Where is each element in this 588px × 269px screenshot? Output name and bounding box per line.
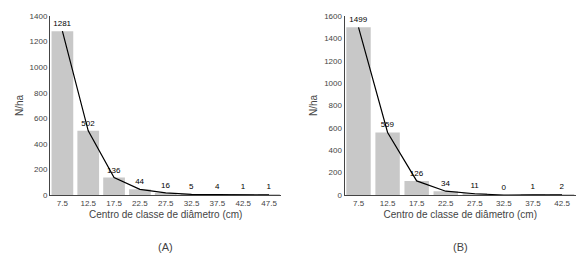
svg-text:44: 44 bbox=[135, 177, 144, 186]
svg-text:502: 502 bbox=[81, 119, 95, 128]
svg-text:400: 400 bbox=[34, 140, 48, 149]
svg-text:200: 200 bbox=[34, 165, 48, 174]
svg-text:1200: 1200 bbox=[324, 57, 342, 66]
svg-text:12.5: 12.5 bbox=[380, 199, 396, 208]
svg-text:800: 800 bbox=[34, 89, 48, 98]
svg-text:1281: 1281 bbox=[53, 19, 71, 28]
svg-text:7.5: 7.5 bbox=[353, 199, 365, 208]
svg-text:400: 400 bbox=[329, 146, 343, 155]
svg-text:27.5: 27.5 bbox=[467, 199, 483, 208]
svg-text:600: 600 bbox=[34, 114, 48, 123]
svg-text:2: 2 bbox=[560, 182, 565, 191]
svg-text:600: 600 bbox=[329, 124, 343, 133]
svg-text:1: 1 bbox=[241, 182, 246, 191]
svg-text:42.5: 42.5 bbox=[554, 199, 570, 208]
svg-text:1499: 1499 bbox=[349, 15, 367, 24]
svg-text:(A): (A) bbox=[158, 241, 173, 253]
svg-text:1600: 1600 bbox=[324, 12, 342, 21]
svg-text:27.5: 27.5 bbox=[158, 199, 174, 208]
svg-text:4: 4 bbox=[215, 182, 220, 191]
svg-text:37.5: 37.5 bbox=[525, 199, 541, 208]
svg-text:32.5: 32.5 bbox=[496, 199, 512, 208]
svg-text:1400: 1400 bbox=[324, 34, 342, 43]
svg-text:16: 16 bbox=[161, 181, 170, 190]
svg-text:12.5: 12.5 bbox=[80, 199, 96, 208]
svg-text:42.5: 42.5 bbox=[235, 199, 251, 208]
svg-text:22.5: 22.5 bbox=[438, 199, 454, 208]
svg-text:559: 559 bbox=[381, 120, 395, 129]
svg-text:47.5: 47.5 bbox=[261, 199, 277, 208]
svg-text:5: 5 bbox=[189, 182, 194, 191]
svg-text:0: 0 bbox=[501, 183, 506, 192]
svg-text:0: 0 bbox=[338, 191, 343, 200]
svg-text:7.5: 7.5 bbox=[57, 199, 69, 208]
svg-text:200: 200 bbox=[329, 168, 343, 177]
svg-text:17.5: 17.5 bbox=[106, 199, 122, 208]
svg-text:11: 11 bbox=[470, 181, 479, 190]
svg-text:37.5: 37.5 bbox=[210, 199, 226, 208]
svg-text:1: 1 bbox=[267, 182, 272, 191]
svg-text:136: 136 bbox=[107, 166, 121, 175]
svg-text:0: 0 bbox=[43, 191, 48, 200]
svg-text:1000: 1000 bbox=[324, 79, 342, 88]
svg-text:1400: 1400 bbox=[30, 12, 48, 21]
svg-text:17.5: 17.5 bbox=[409, 199, 425, 208]
svg-text:1: 1 bbox=[530, 182, 535, 191]
svg-text:126: 126 bbox=[410, 169, 424, 178]
svg-text:Centro de classe de diâmetro (: Centro de classe de diâmetro (cm) bbox=[384, 209, 537, 220]
svg-text:1000: 1000 bbox=[30, 63, 48, 72]
svg-text:1200: 1200 bbox=[30, 37, 48, 46]
svg-text:(B): (B) bbox=[453, 241, 468, 253]
svg-text:N/ha: N/ha bbox=[14, 95, 25, 117]
svg-text:22.5: 22.5 bbox=[132, 199, 148, 208]
svg-text:34: 34 bbox=[441, 179, 450, 188]
svg-text:N/ha: N/ha bbox=[308, 95, 319, 117]
svg-text:800: 800 bbox=[329, 101, 343, 110]
svg-text:32.5: 32.5 bbox=[184, 199, 200, 208]
svg-text:Centro de classe de diâmetro (: Centro de classe de diâmetro (cm) bbox=[89, 209, 242, 220]
